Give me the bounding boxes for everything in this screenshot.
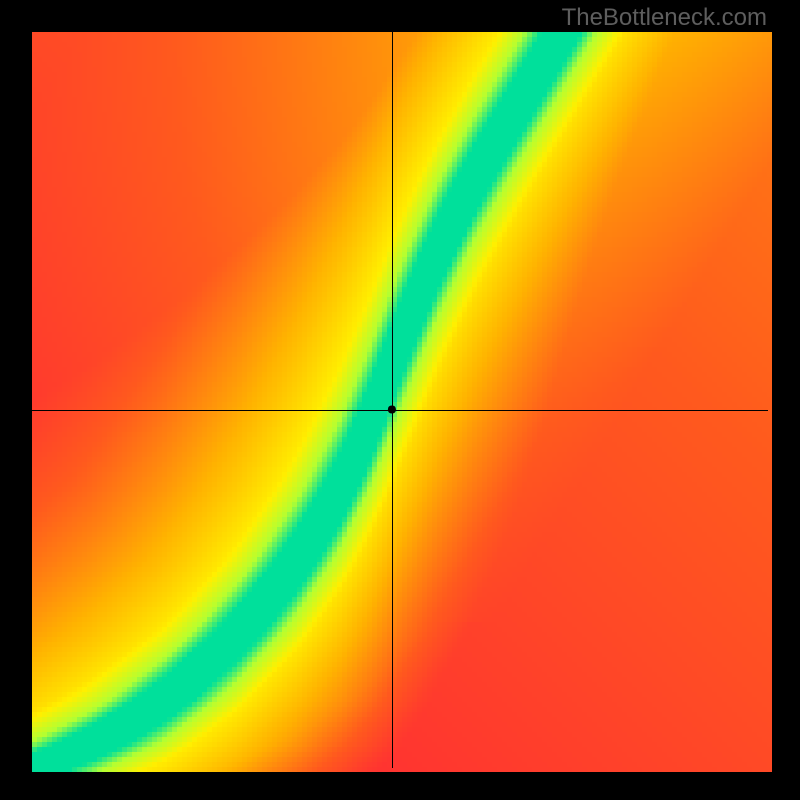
overlay-canvas xyxy=(0,0,800,800)
watermark-text: TheBottleneck.com xyxy=(562,4,767,32)
chart-root: TheBottleneck.com xyxy=(0,0,800,800)
